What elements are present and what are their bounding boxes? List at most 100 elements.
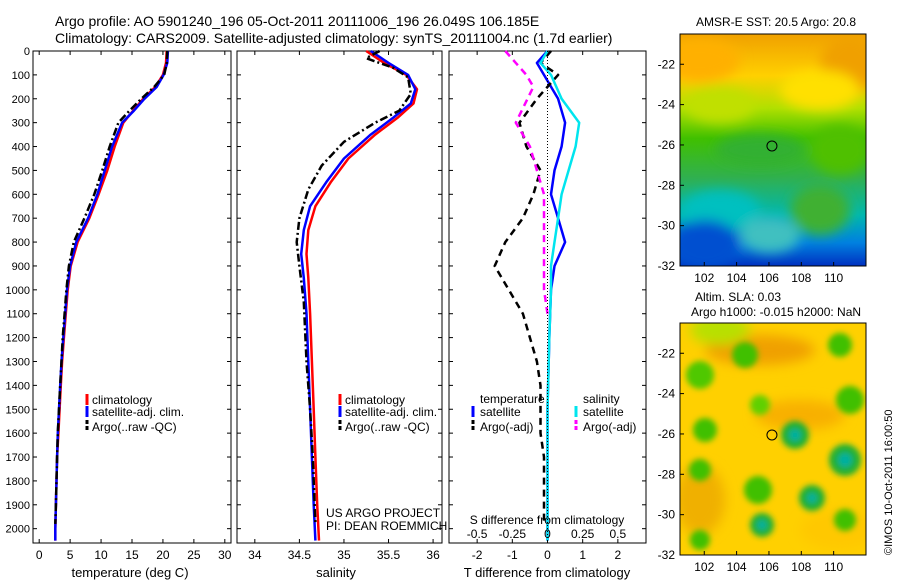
- map-x-tick-label: 106: [759, 560, 779, 574]
- y-tick-label: 1600: [6, 428, 30, 440]
- map-x-tick-label: 102: [694, 271, 714, 285]
- temperature-plot: 0100200300400500600700800900100011001200…: [6, 46, 232, 562]
- temperature-legend: climatology satellite-adj. clim. Argo(..…: [85, 393, 184, 434]
- sla-map-title-2: Argo h1000: -0.015 h2000: NaN: [691, 305, 861, 319]
- legend-label-satellite: satellite-adj. clim.: [345, 405, 437, 419]
- sla-map: [680, 323, 866, 555]
- x-tick-label: -1: [507, 548, 518, 562]
- y-tick-label: 600: [12, 189, 30, 201]
- y-tick-label: 0: [24, 46, 30, 58]
- s-tick-label: -0.25: [499, 527, 527, 541]
- x-tick-label: 2: [615, 548, 622, 562]
- map-y-tick-label: -26: [658, 138, 676, 152]
- map-x-tick-label: 102: [694, 560, 714, 574]
- header-line-1: Argo profile: AO 5901240_196 05-Oct-2011…: [55, 13, 539, 29]
- map-x-tick-label: 110: [824, 271, 843, 285]
- map-x-tick-label: 110: [824, 560, 843, 574]
- legend-label-sal-satellite: satellite: [583, 405, 624, 419]
- x-tick-label: 0: [36, 548, 43, 562]
- x-tick-label: 36: [426, 548, 440, 562]
- map-x-tick-label: 104: [727, 560, 747, 574]
- map-y-tick-label: -28: [658, 467, 676, 481]
- s-tick-label: 0: [544, 527, 551, 541]
- map-y-tick-label: -26: [658, 427, 676, 441]
- header-line-2: Climatology: CARS2009. Satellite-adjuste…: [55, 30, 612, 46]
- map-x-tick-label: 108: [791, 271, 811, 285]
- map-y-tick-label: -28: [658, 178, 676, 192]
- sst-map-axes: 102 104 106 108 110 -22 -24 -26 -28 -30 -32: [658, 57, 844, 285]
- s-tick-label: 0.25: [571, 527, 595, 541]
- sst-map-frame: [679, 33, 867, 267]
- y-tick-label: 900: [12, 261, 30, 273]
- salinity-legend: climatology satellite-adj. clim. Argo(..…: [338, 393, 437, 434]
- map-y-tick-label: -24: [658, 387, 676, 401]
- series-line: [295, 49, 413, 524]
- temperature-plot-frame: [32, 50, 232, 544]
- salinity-xlabel: salinity: [316, 565, 356, 580]
- sst-map-title: AMSR-E SST: 20.5 Argo: 20.8: [696, 15, 856, 29]
- series-line: [54, 50, 169, 524]
- map-y-tick-label: -32: [658, 548, 676, 562]
- map-y-tick-label: -22: [658, 57, 676, 71]
- temperature-xlabel: temperature (deg C): [71, 565, 188, 580]
- x-tick-label: 30: [218, 548, 232, 562]
- argo-location-marker: [766, 140, 778, 152]
- x-tick-label: 0: [544, 548, 551, 562]
- x-tick-label: -2: [472, 548, 483, 562]
- sla-map-frame: [679, 322, 867, 556]
- y-tick-label: 100: [12, 70, 30, 82]
- series-line: [305, 49, 419, 541]
- difference-legend: temperature salinity satellite Argo(-adj…: [471, 392, 636, 434]
- series-line: [493, 50, 560, 524]
- s-tick-label: 0.5: [610, 527, 627, 541]
- sla-map-title-1: Altim. SLA: 0.03: [695, 290, 781, 304]
- legend-label-climatology: climatology: [92, 393, 152, 407]
- y-tick-label: 1000: [6, 285, 30, 297]
- y-tick-label: 200: [12, 94, 30, 106]
- difference-plot: -2 -1 0 1 2 -0.5 -0.25 0 0.25 0.5: [449, 50, 646, 562]
- y-tick-label: 400: [12, 142, 30, 154]
- map-x-tick-label: 106: [759, 271, 779, 285]
- map-y-tick-label: -32: [658, 259, 676, 273]
- x-tick-label: 5: [67, 548, 74, 562]
- legend-header-temperature: temperature: [480, 392, 545, 406]
- y-tick-label: 1900: [6, 500, 30, 512]
- sst-map: [680, 34, 866, 266]
- legend-label-sal-argo: Argo(-adj): [583, 420, 636, 434]
- map-x-tick-label: 108: [791, 560, 811, 574]
- y-tick-label: 1700: [6, 452, 30, 464]
- y-tick-label: 300: [12, 118, 30, 130]
- map-y-tick-label: -24: [658, 98, 676, 112]
- series-line: [504, 50, 549, 314]
- legend-label-climatology: climatology: [345, 393, 405, 407]
- y-tick-label: 1500: [6, 404, 30, 416]
- s-tick-label: -0.5: [467, 527, 488, 541]
- x-tick-label: 35.5: [377, 548, 401, 562]
- map-y-tick-label: -22: [658, 346, 676, 360]
- credit-project: US ARGO PROJECT: [326, 506, 441, 520]
- map-y-tick-label: -30: [658, 219, 676, 233]
- y-tick-label: 700: [12, 213, 30, 225]
- legend-label-argo: Argo(..raw -QC): [92, 420, 177, 434]
- x-tick-label: 25: [187, 548, 201, 562]
- legend-header-salinity: salinity: [583, 392, 620, 406]
- x-tick-label: 20: [156, 548, 170, 562]
- y-tick-label: 1100: [6, 309, 30, 321]
- t-difference-xlabel: T difference from climatology: [464, 565, 631, 580]
- y-tick-label: 1200: [6, 333, 30, 345]
- series-line: [539, 50, 581, 541]
- s-difference-xlabel: S difference from climatology: [470, 513, 625, 527]
- x-tick-label: 35: [337, 548, 351, 562]
- legend-label-argo: Argo(..raw -QC): [345, 420, 430, 434]
- map-x-tick-label: 104: [727, 271, 747, 285]
- y-tick-label: 800: [12, 237, 30, 249]
- y-tick-label: 1400: [6, 380, 30, 392]
- x-tick-label: 10: [94, 548, 108, 562]
- x-tick-label: 34.5: [288, 548, 312, 562]
- y-tick-label: 500: [12, 165, 30, 177]
- x-tick-label: 15: [125, 548, 139, 562]
- x-tick-label: 1: [579, 548, 586, 562]
- y-tick-label: 1800: [6, 476, 30, 488]
- legend-label-temp-satellite: satellite: [480, 405, 521, 419]
